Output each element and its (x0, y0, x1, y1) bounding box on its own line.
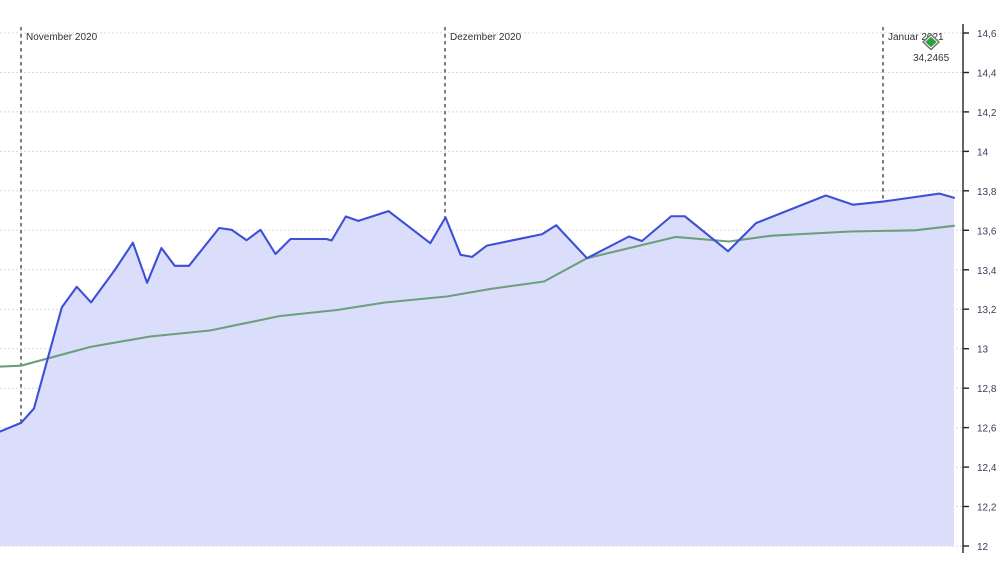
svg-text:13: 13 (977, 345, 989, 356)
svg-text:November 2020: November 2020 (26, 32, 98, 43)
svg-text:14,2: 14,2 (977, 108, 997, 119)
svg-text:13,2: 13,2 (977, 305, 997, 316)
svg-text:13,8: 13,8 (977, 187, 997, 198)
svg-text:34,2465: 34,2465 (913, 53, 950, 64)
svg-text:12: 12 (977, 542, 989, 553)
svg-text:14,4: 14,4 (977, 69, 997, 80)
svg-text:12,8: 12,8 (977, 384, 997, 395)
svg-text:Dezember 2020: Dezember 2020 (450, 32, 522, 43)
svg-text:13,4: 13,4 (977, 266, 997, 277)
svg-text:13,6: 13,6 (977, 226, 997, 237)
svg-text:14,6: 14,6 (977, 29, 997, 40)
svg-text:14: 14 (977, 147, 989, 158)
svg-text:12,2: 12,2 (977, 503, 997, 514)
svg-text:12,6: 12,6 (977, 424, 997, 435)
svg-text:12,4: 12,4 (977, 463, 997, 474)
